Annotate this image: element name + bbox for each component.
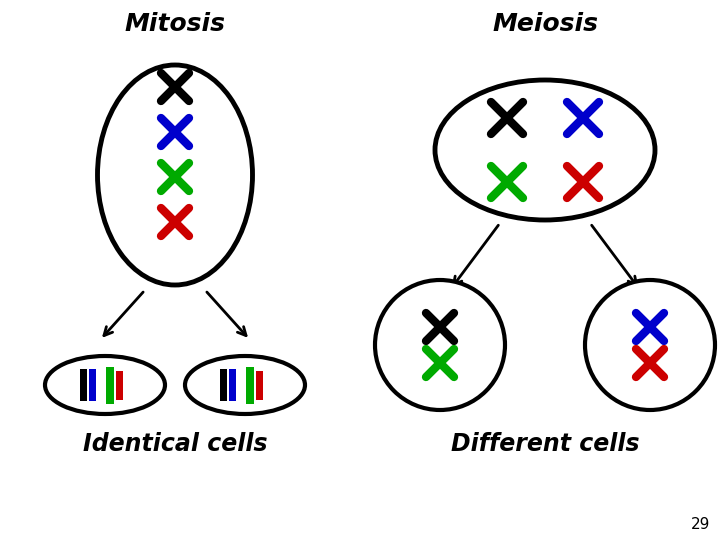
Text: Meiosis: Meiosis — [492, 12, 598, 36]
Text: 29: 29 — [690, 517, 710, 532]
Bar — [256, 370, 263, 400]
Bar — [79, 369, 86, 401]
Bar — [89, 369, 96, 401]
Text: Mitosis: Mitosis — [125, 12, 225, 36]
Bar — [220, 369, 227, 401]
Ellipse shape — [585, 280, 715, 410]
Ellipse shape — [45, 356, 165, 414]
Ellipse shape — [97, 65, 253, 285]
Ellipse shape — [185, 356, 305, 414]
Bar — [106, 367, 114, 403]
Ellipse shape — [375, 280, 505, 410]
Bar — [228, 369, 235, 401]
Bar — [246, 367, 254, 403]
Bar — [115, 370, 122, 400]
Ellipse shape — [435, 80, 655, 220]
Text: Identical cells: Identical cells — [83, 432, 267, 456]
Text: Different cells: Different cells — [451, 432, 639, 456]
